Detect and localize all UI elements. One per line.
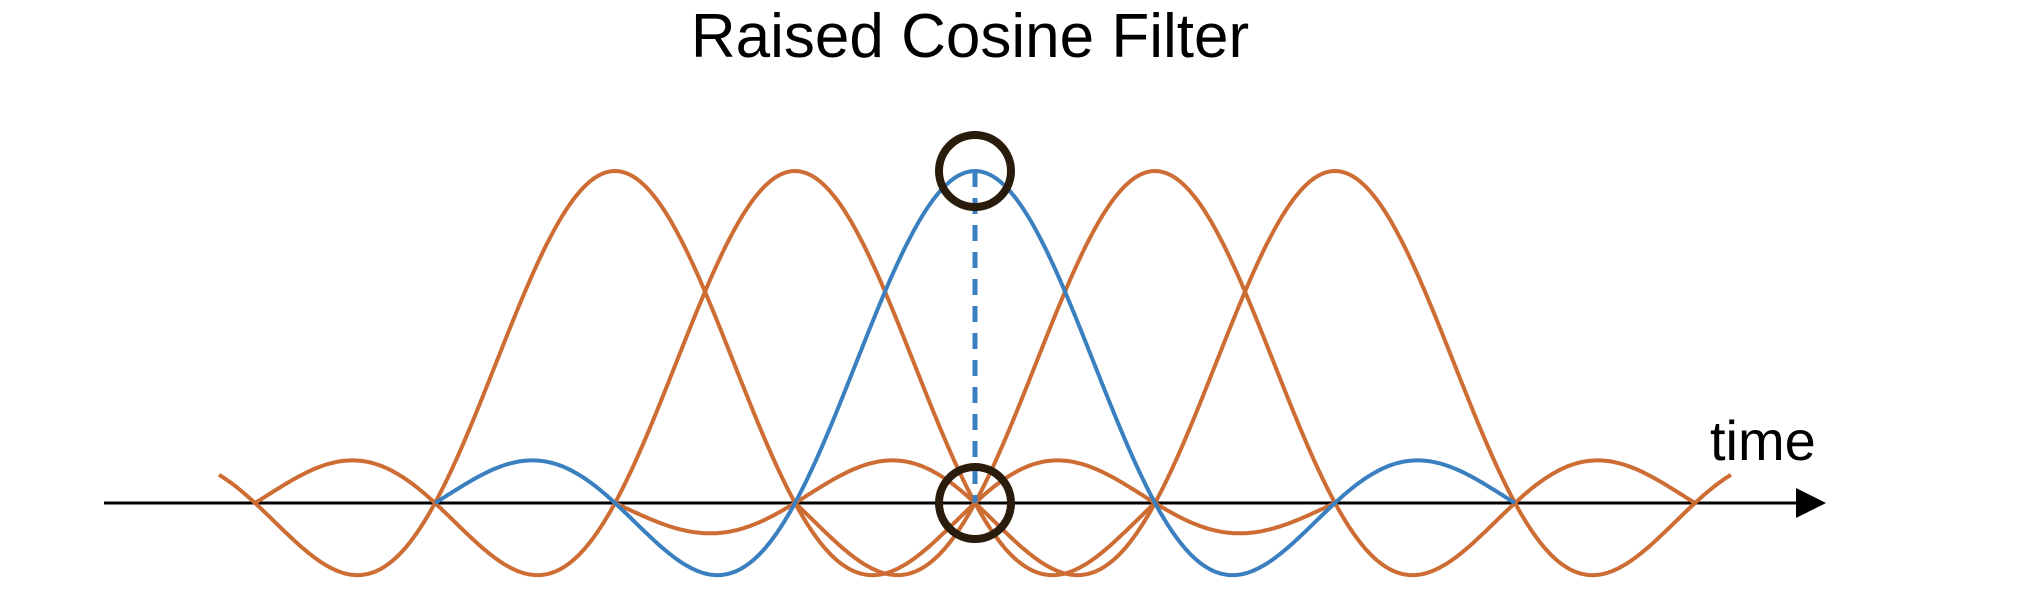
- neighbor-pulse-curve-1: [217, 168, 1336, 578]
- chart-title: Raised Cosine Filter: [690, 2, 1250, 71]
- neighbor-pulse-curve-3: [793, 168, 1697, 578]
- neighbor-pulse-curve-4: [614, 168, 1733, 578]
- axis-label-time: time: [1710, 409, 1816, 472]
- peak-sample-marker: [935, 131, 1015, 211]
- zero-crossing-marker: [935, 463, 1015, 543]
- neighbor-pulse-curve-2: [253, 168, 1157, 578]
